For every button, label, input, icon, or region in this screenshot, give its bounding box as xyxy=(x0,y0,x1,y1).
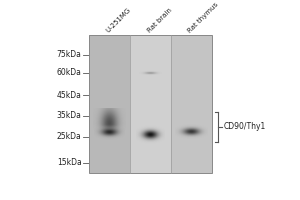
Text: CD90/Thy1: CD90/Thy1 xyxy=(224,122,266,131)
Bar xyxy=(130,35,171,173)
Text: 15kDa: 15kDa xyxy=(57,158,82,167)
Text: 60kDa: 60kDa xyxy=(57,68,82,77)
Text: 75kDa: 75kDa xyxy=(57,50,82,59)
Text: 25kDa: 25kDa xyxy=(57,132,82,141)
Text: 35kDa: 35kDa xyxy=(57,111,82,120)
Text: U-251MG: U-251MG xyxy=(105,7,132,34)
Text: 45kDa: 45kDa xyxy=(57,91,82,100)
Text: Rat brain: Rat brain xyxy=(146,7,173,34)
Bar xyxy=(89,35,212,173)
Bar xyxy=(89,35,130,173)
Bar xyxy=(171,35,212,173)
Text: Rat thymus: Rat thymus xyxy=(187,1,220,34)
